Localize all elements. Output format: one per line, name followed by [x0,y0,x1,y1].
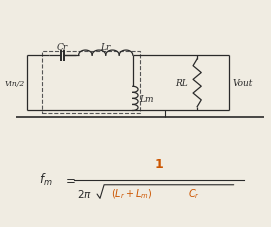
Text: Lr: Lr [101,43,111,52]
Text: $=$: $=$ [63,172,75,185]
Text: $2\pi$: $2\pi$ [77,187,92,199]
Text: 1: 1 [155,158,163,170]
Text: $f_m$: $f_m$ [39,171,53,187]
Bar [42,52,140,114]
Text: RL: RL [176,79,188,88]
Text: Cr: Cr [57,43,68,52]
Text: $(L_r + L_m)$: $(L_r + L_m)$ [111,186,152,200]
Text: $C_r$: $C_r$ [188,186,200,200]
Text: Vout: Vout [233,79,253,88]
Text: Lm: Lm [139,94,154,104]
Text: Vin/2: Vin/2 [4,79,24,87]
